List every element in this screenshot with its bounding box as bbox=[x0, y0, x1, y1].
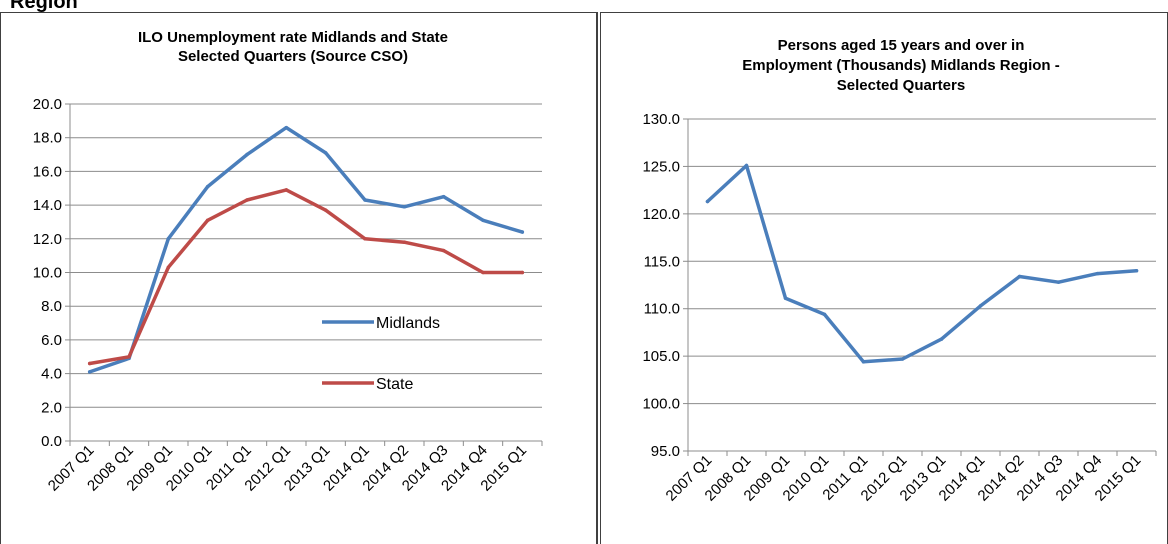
data-point bbox=[245, 152, 249, 157]
data-point bbox=[520, 230, 525, 234]
data-point bbox=[705, 199, 710, 204]
y-tick-label: 130.0 bbox=[642, 111, 680, 128]
data-point bbox=[363, 237, 367, 241]
y-tick-label: 12.0 bbox=[33, 231, 62, 248]
legend-label: State bbox=[376, 376, 413, 393]
data-point bbox=[205, 184, 210, 189]
y-tick-label: 100.0 bbox=[642, 396, 680, 413]
data-point bbox=[87, 361, 92, 366]
data-point bbox=[1056, 280, 1061, 284]
data-point bbox=[205, 218, 210, 223]
data-point bbox=[323, 208, 328, 212]
chart-title-line: Selected Quarters (Source CSO) bbox=[178, 48, 408, 65]
y-tick-label: 14.0 bbox=[33, 197, 62, 214]
y-tick-label: 125.0 bbox=[642, 158, 680, 175]
employment-chart: Persons aged 15 years and over in Employm… bbox=[642, 37, 1157, 505]
legend-label: Midlands bbox=[376, 315, 440, 332]
y-tick-label: 120.0 bbox=[642, 206, 680, 223]
data-point bbox=[861, 360, 866, 364]
y-tick-label: 115.0 bbox=[644, 253, 680, 270]
chart-title-line: Persons aged 15 years and over in bbox=[778, 37, 1025, 54]
data-point bbox=[402, 240, 407, 244]
data-point bbox=[284, 125, 289, 130]
data-point bbox=[481, 270, 485, 275]
data-point bbox=[939, 337, 944, 341]
data-point bbox=[520, 270, 525, 275]
data-point bbox=[441, 248, 446, 253]
y-tick-label: 16.0 bbox=[33, 163, 62, 180]
data-point bbox=[900, 357, 905, 361]
data-point bbox=[363, 198, 367, 202]
data-point bbox=[245, 198, 249, 202]
y-tick-label: 4.0 bbox=[41, 366, 62, 383]
data-point bbox=[1017, 274, 1022, 279]
data-point bbox=[402, 205, 407, 209]
y-tick-label: 105.0 bbox=[642, 348, 680, 365]
data-point bbox=[87, 370, 92, 374]
data-point bbox=[323, 151, 328, 155]
series-line bbox=[705, 163, 1139, 364]
left-chart-frame bbox=[0, 12, 598, 544]
data-point bbox=[441, 194, 446, 199]
series-line-midlands bbox=[87, 125, 525, 374]
y-tick-label: 6.0 bbox=[41, 332, 62, 349]
data-point bbox=[978, 304, 983, 308]
chart-title-line: Selected Quarters bbox=[837, 77, 965, 94]
data-point bbox=[783, 296, 788, 301]
data-point bbox=[284, 188, 289, 192]
y-tick-label: 95.0 bbox=[651, 443, 680, 460]
data-point bbox=[1134, 269, 1139, 273]
chart-title-line: ILO Unemployment rate Midlands and State bbox=[138, 29, 448, 46]
page-title: Region bbox=[10, 0, 78, 13]
y-tick-label: 8.0 bbox=[41, 298, 62, 315]
data-point bbox=[166, 237, 171, 241]
chart-title-line: Employment (Thousands) Midlands Region - bbox=[742, 57, 1060, 74]
y-tick-label: 18.0 bbox=[33, 130, 62, 147]
unemployment-rate-chart: ILO Unemployment rate Midlands and State… bbox=[33, 29, 543, 495]
series-line-state bbox=[87, 188, 525, 366]
y-tick-label: 0.0 bbox=[41, 433, 62, 450]
y-tick-label: 110.0 bbox=[644, 301, 680, 318]
data-point bbox=[822, 312, 827, 317]
data-point bbox=[166, 265, 171, 270]
data-point bbox=[481, 218, 485, 223]
data-point bbox=[744, 163, 749, 168]
y-tick-label: 10.0 bbox=[33, 265, 62, 282]
data-point bbox=[127, 355, 131, 359]
data-point bbox=[1095, 271, 1100, 276]
y-tick-label: 2.0 bbox=[41, 399, 62, 416]
y-tick-label: 20.0 bbox=[33, 96, 62, 113]
